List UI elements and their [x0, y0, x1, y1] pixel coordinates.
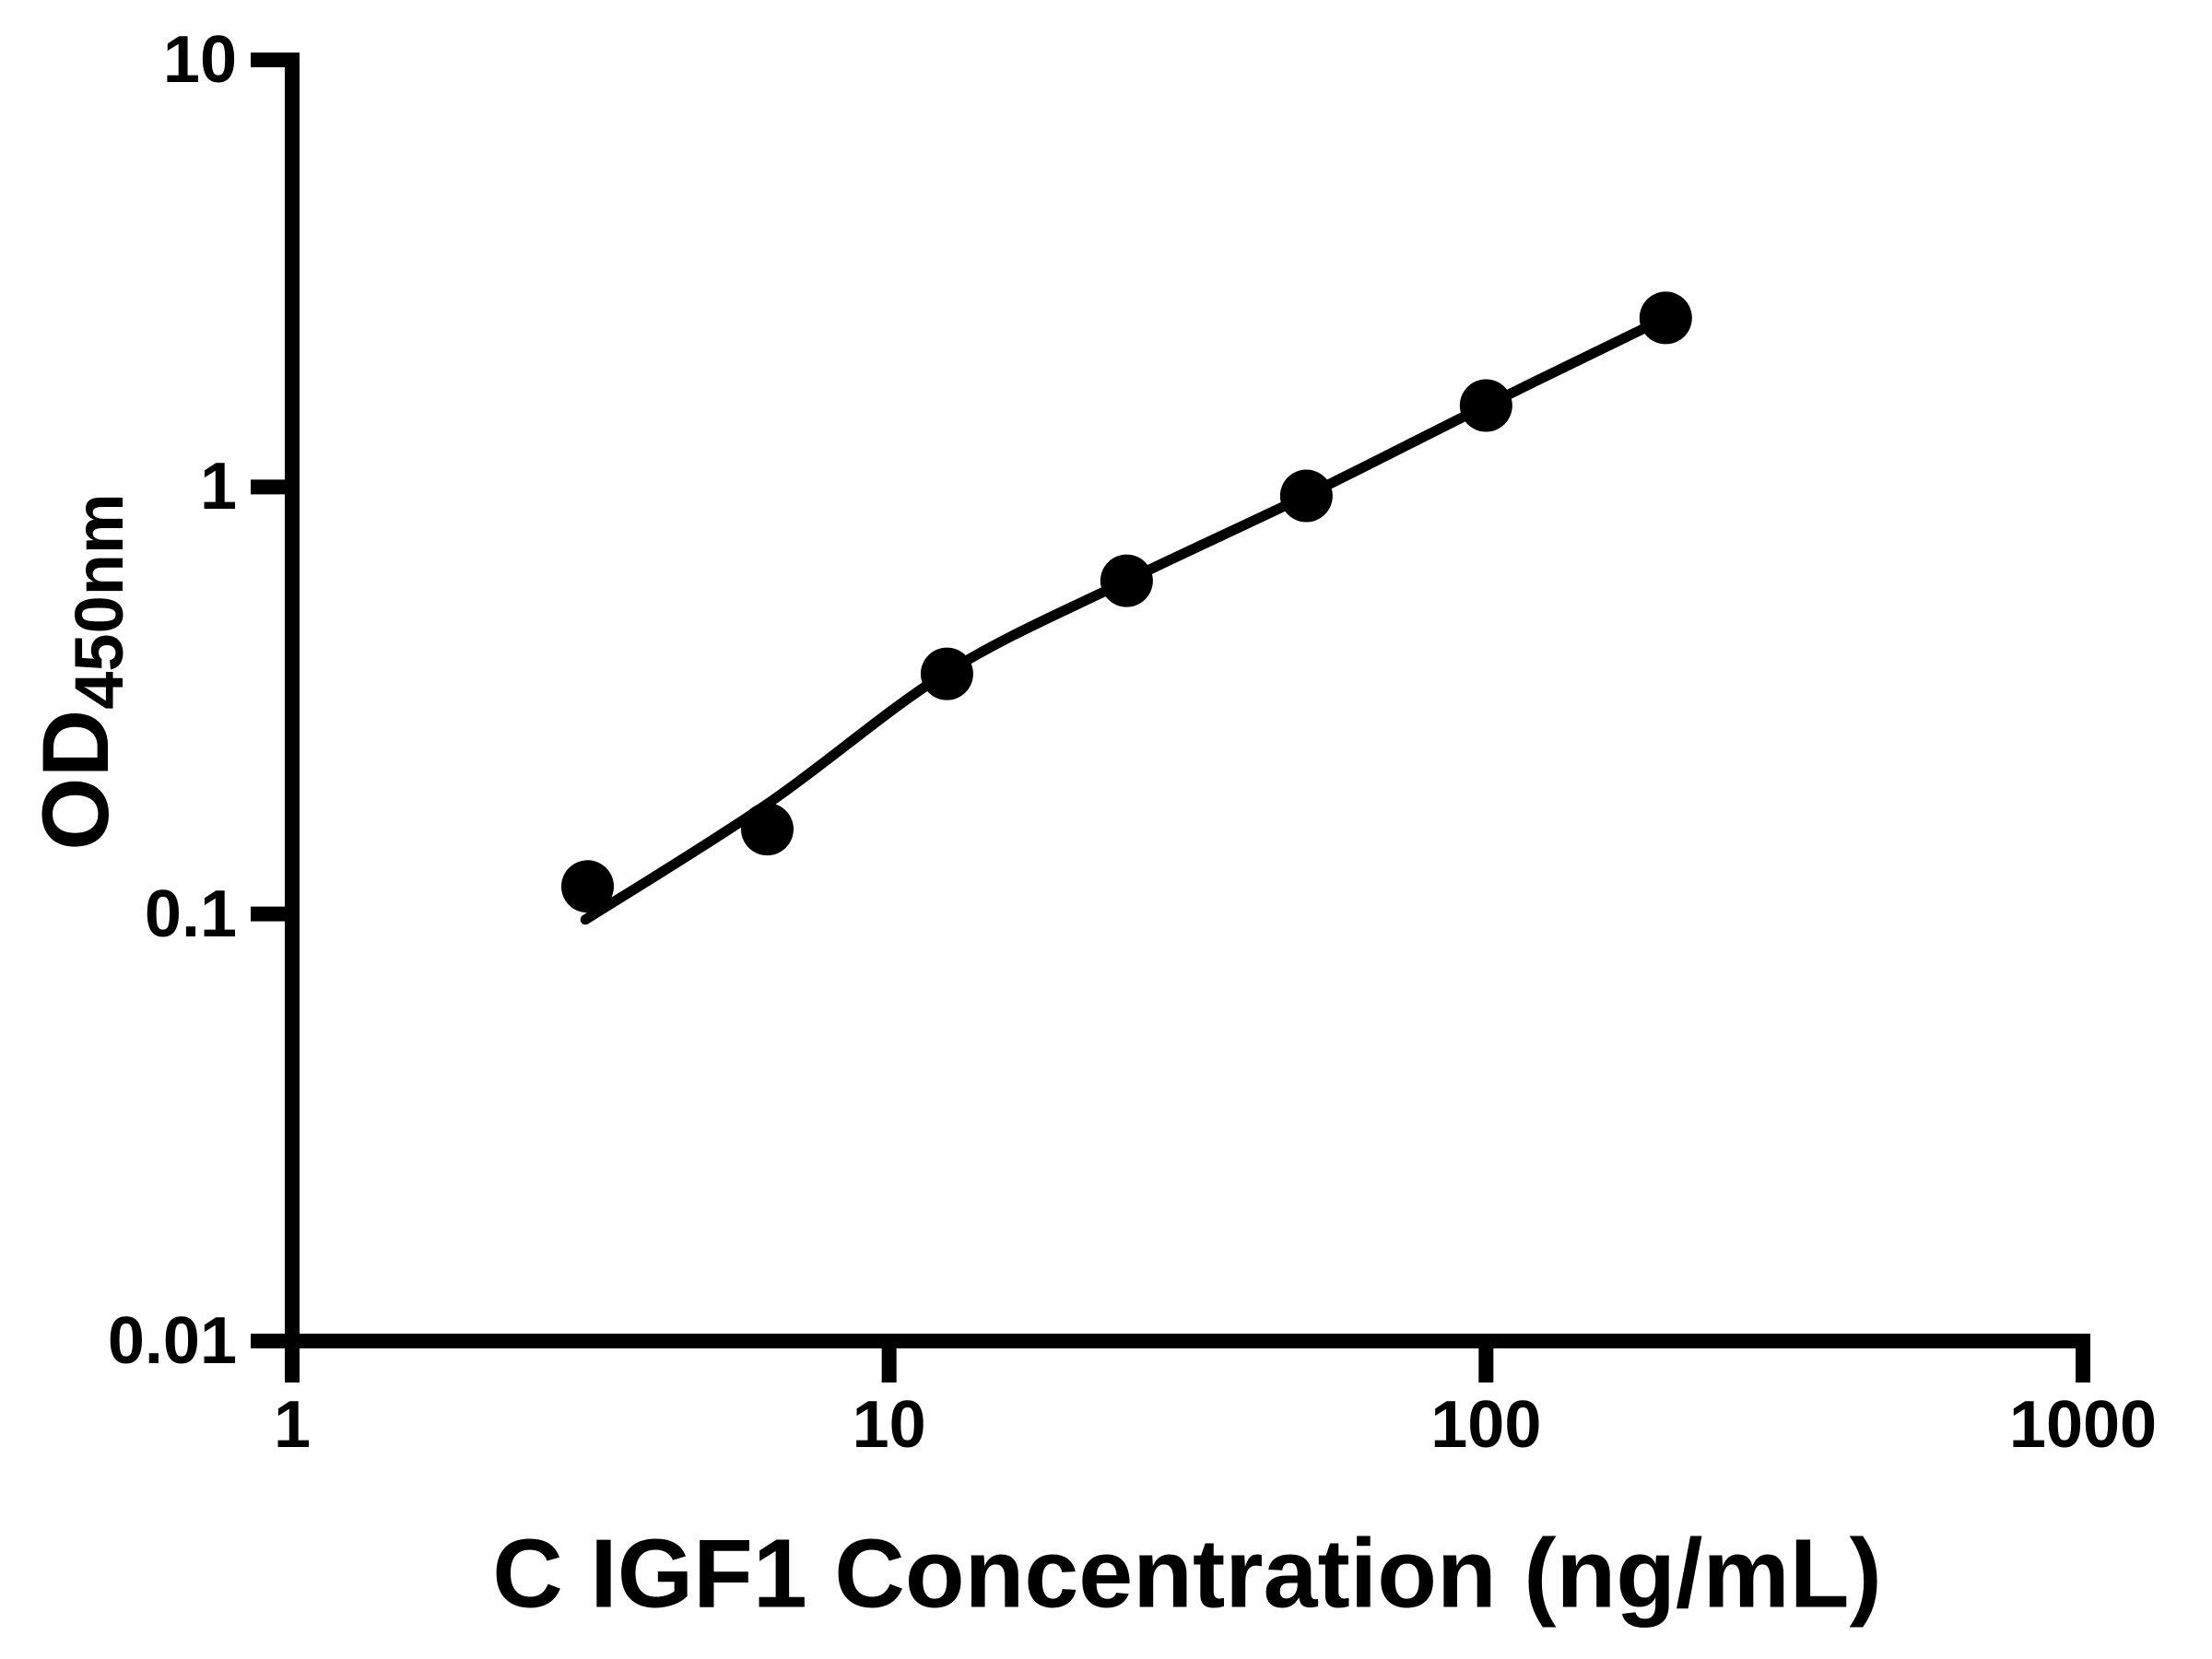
- y-tick-label: 0.01: [107, 1304, 237, 1378]
- x-tick-label: 1: [273, 1388, 312, 1462]
- data-point: [1279, 469, 1333, 523]
- data-point: [1459, 379, 1512, 432]
- data-point: [560, 860, 614, 913]
- x-tick-label: 1000: [2008, 1388, 2158, 1462]
- y-axis-title: OD450nm: [23, 493, 138, 850]
- y-axis-title-subscript: 450nm: [61, 493, 138, 710]
- x-tick-label: 10: [852, 1388, 926, 1462]
- data-point: [920, 647, 973, 700]
- y-axis-title-main: OD: [22, 709, 128, 851]
- data-point: [1100, 554, 1153, 607]
- data-point: [740, 803, 794, 856]
- axes: [251, 53, 2090, 1382]
- data-point: [1639, 291, 1692, 345]
- y-tick-label: 0.1: [144, 877, 237, 951]
- y-tick-label: 1: [199, 450, 237, 524]
- x-tick-label: 100: [1430, 1388, 1542, 1462]
- y-tick-label: 10: [162, 23, 237, 97]
- x-axis-title: C IGF1 Concentration (ng/mL): [492, 1519, 1882, 1629]
